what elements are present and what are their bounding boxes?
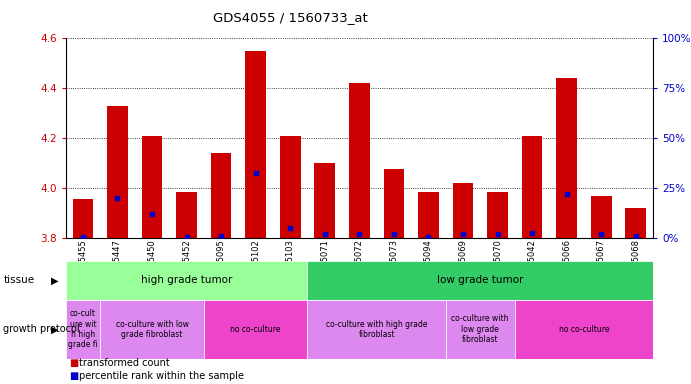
Bar [487, 192, 508, 238]
Text: co-culture with
low grade
fibroblast: co-culture with low grade fibroblast [451, 314, 509, 344]
Text: ▶: ▶ [51, 324, 59, 334]
Bar [307, 261, 653, 300]
Text: low grade tumor: low grade tumor [437, 275, 524, 285]
Text: ■: ■ [69, 371, 78, 381]
Text: no co-culture: no co-culture [558, 325, 609, 334]
Text: growth protocol: growth protocol [3, 324, 80, 334]
Bar [211, 153, 231, 238]
Bar [418, 192, 439, 238]
Text: high grade tumor: high grade tumor [141, 275, 232, 285]
Bar [73, 199, 93, 238]
Bar [349, 83, 370, 238]
Text: co-culture with low
grade fibroblast: co-culture with low grade fibroblast [115, 319, 189, 339]
Text: transformed count: transformed count [79, 358, 170, 368]
Text: ■: ■ [69, 358, 78, 368]
Text: percentile rank within the sample: percentile rank within the sample [79, 371, 245, 381]
Text: co-culture with high grade
fibroblast: co-culture with high grade fibroblast [326, 319, 427, 339]
Bar [446, 300, 515, 359]
Bar [66, 261, 307, 300]
Bar [176, 192, 197, 238]
Text: tissue: tissue [3, 275, 35, 285]
Bar [453, 183, 473, 238]
Bar [384, 169, 404, 238]
Bar [100, 300, 204, 359]
Bar [245, 51, 266, 238]
Text: no co-culture: no co-culture [230, 325, 281, 334]
Text: ▶: ▶ [51, 275, 59, 285]
Bar [556, 78, 577, 238]
Bar [280, 136, 301, 238]
Bar [625, 208, 646, 238]
Bar [591, 195, 612, 238]
Bar [307, 300, 446, 359]
Bar [204, 300, 307, 359]
Text: GDS4055 / 1560733_at: GDS4055 / 1560733_at [213, 12, 368, 25]
Bar [522, 136, 542, 238]
Bar [515, 300, 653, 359]
Bar [66, 300, 100, 359]
Bar [142, 136, 162, 238]
Bar [107, 106, 128, 238]
Bar [314, 163, 335, 238]
Text: co-cult
ure wit
h high
grade fi: co-cult ure wit h high grade fi [68, 309, 98, 349]
